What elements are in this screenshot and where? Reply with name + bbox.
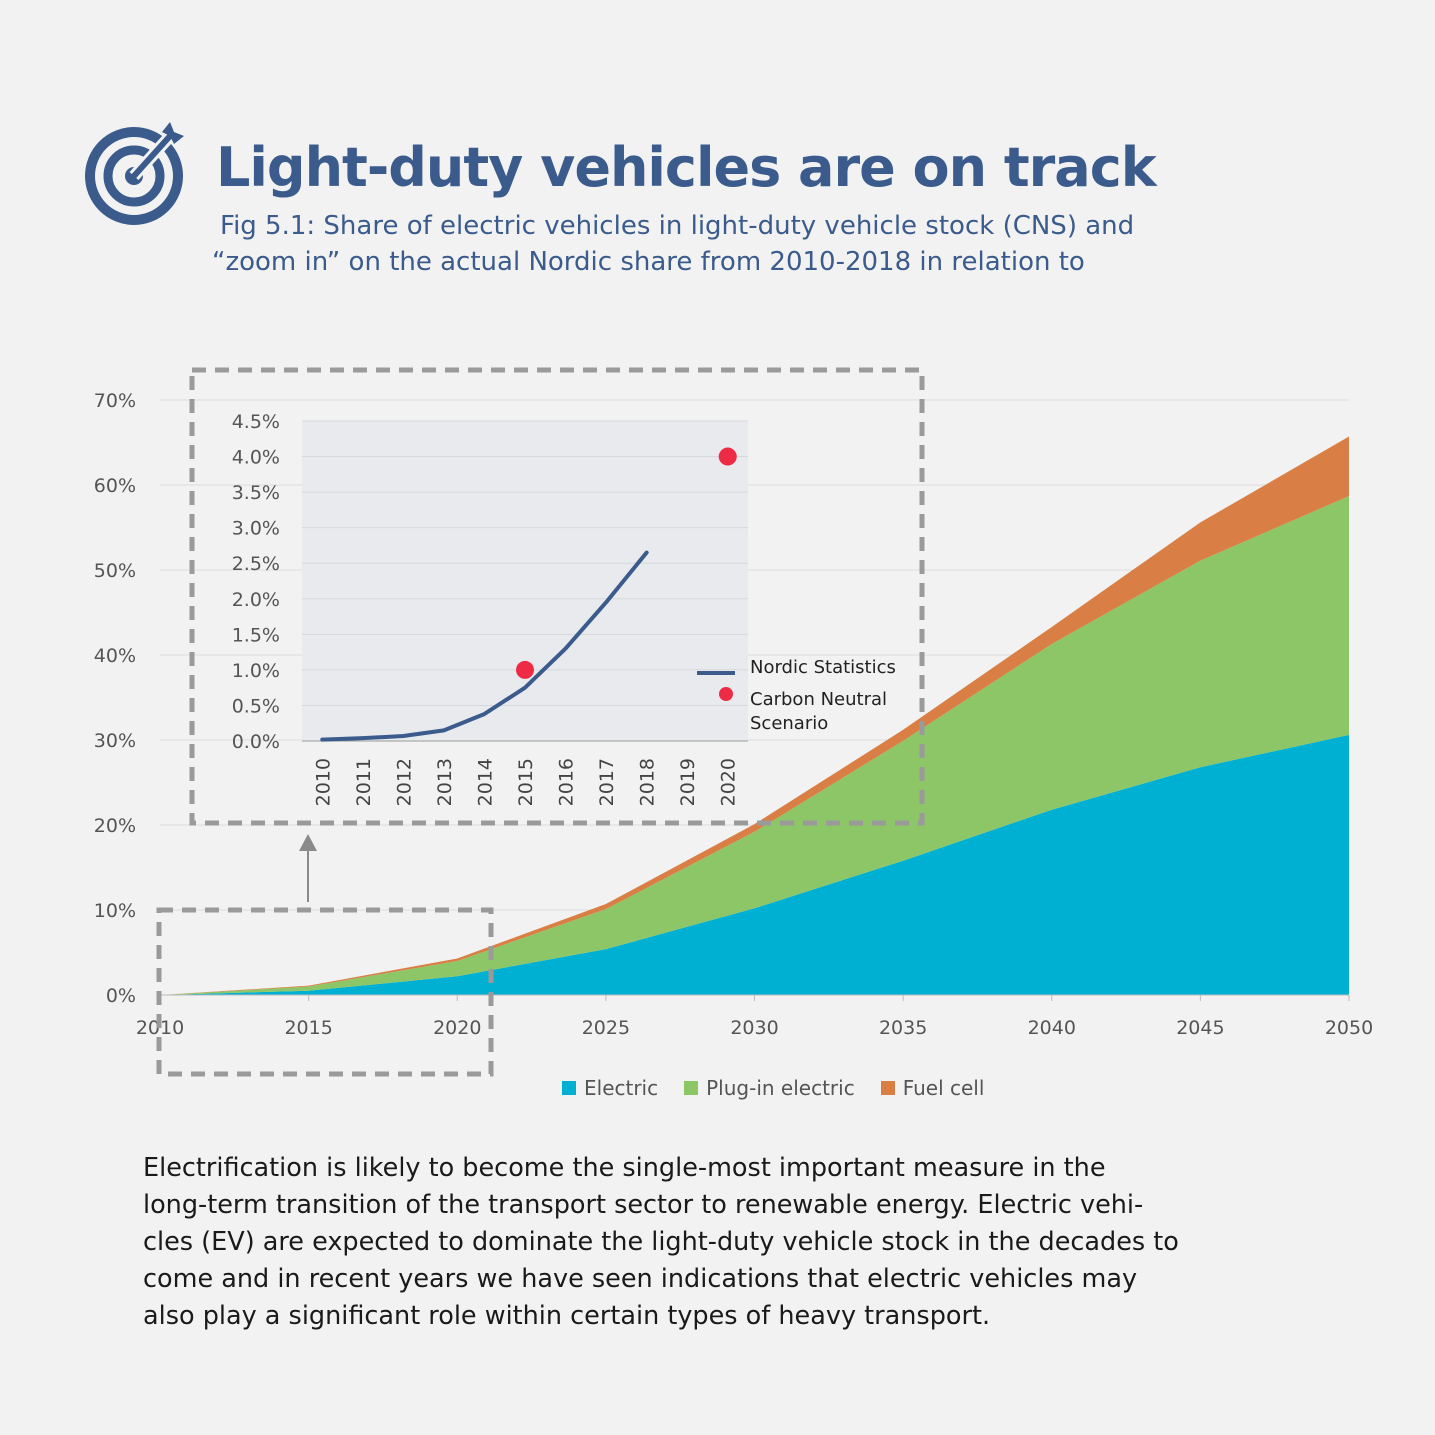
legend-label-cns-1: Carbon Neutral bbox=[750, 689, 887, 710]
main-y-tick-label: 50% bbox=[94, 560, 136, 582]
zoom-arrow-head bbox=[299, 834, 317, 851]
cns-point bbox=[718, 447, 737, 466]
main-x-axis: 2010 2015 2020 2025 2030 2035 2040 2045 2050 bbox=[136, 994, 1373, 1039]
main-x-tick-label: 2050 bbox=[1325, 1017, 1373, 1039]
inset-y-tick-label: 1.0% bbox=[232, 660, 280, 682]
main-legend: Electric Plug-in electric Fuel cell bbox=[562, 1076, 984, 1100]
body-line: Electrification is likely to become the … bbox=[143, 1153, 1106, 1183]
main-y-tick-label: 20% bbox=[94, 815, 136, 837]
inset-x-tick-label: 2010 bbox=[312, 758, 334, 806]
inset-x-tick-label: 2019 bbox=[677, 758, 699, 806]
body-line: cles (EV) are expected to dominate the l… bbox=[143, 1227, 1179, 1257]
body-line: long-term transition of the transport se… bbox=[143, 1190, 1144, 1220]
legend-item-fuelcell: Fuel cell bbox=[880, 1076, 985, 1100]
area-plug-in-electric bbox=[160, 496, 1349, 995]
inset-y-tick-label: 2.5% bbox=[232, 553, 280, 575]
main-x-tick-label: 2030 bbox=[730, 1017, 778, 1039]
inset-y-axis: 0.0% 0.5% 1.0% 1.5% 2.0% 2.5% 3.0% 3.5% 4.0% 4.5% bbox=[232, 411, 280, 753]
inset-x-tick-label: 2017 bbox=[596, 758, 618, 806]
main-x-tick-label: 2025 bbox=[582, 1017, 630, 1039]
inset-x-tick-label: 2011 bbox=[353, 758, 375, 806]
main-stacked-areas bbox=[160, 436, 1349, 995]
legend-swatch-fuelcell bbox=[880, 1081, 895, 1095]
inset-y-tick-label: 2.0% bbox=[232, 589, 280, 611]
inset-chart: 0.0% 0.5% 1.0% 1.5% 2.0% 2.5% 3.0% 3.5% 4.0% 4.5%… bbox=[232, 411, 896, 806]
inset-y-tick-label: 0.0% bbox=[232, 731, 280, 753]
figure-caption: Fig 5.1: Share of electric vehicles in l… bbox=[212, 208, 1312, 280]
body-line: come and in recent years we have seen in… bbox=[143, 1264, 1138, 1294]
target-arrow-icon bbox=[85, 122, 184, 225]
inset-x-tick-label: 2020 bbox=[718, 758, 740, 806]
zoom-callout bbox=[156, 367, 925, 1077]
main-y-tick-label: 40% bbox=[94, 645, 136, 667]
inset-x-tick-label: 2016 bbox=[556, 758, 578, 806]
main-y-tick-label: 10% bbox=[94, 900, 136, 922]
main-y-tick-label: 60% bbox=[94, 475, 136, 497]
page-title: Light-duty vehicles are on track bbox=[216, 136, 1157, 199]
inset-x-tick-label: 2015 bbox=[515, 758, 537, 806]
legend-label-fuelcell: Fuel cell bbox=[902, 1076, 985, 1100]
inset-y-tick-label: 3.5% bbox=[232, 482, 280, 504]
inset-x-tick-label: 2013 bbox=[434, 758, 456, 806]
cns-point bbox=[516, 660, 534, 679]
main-x-tick-label: 2035 bbox=[879, 1017, 927, 1039]
inset-x-tick-label: 2018 bbox=[637, 758, 659, 806]
inset-x-axis: 2010 2011 2012 2013 2014 2015 2016 2017 2018 2019… bbox=[302, 740, 748, 806]
main-x-tick-label: 2020 bbox=[433, 1017, 481, 1039]
inset-legend: Nordic Statistics Carbon Neutral Scenario bbox=[697, 657, 896, 734]
inset-y-tick-label: 4.0% bbox=[232, 447, 280, 469]
inset-series bbox=[320, 447, 737, 742]
inset-x-tick-label: 2014 bbox=[474, 758, 496, 806]
zoom-target-box bbox=[189, 367, 925, 826]
zoom-source-box bbox=[156, 907, 494, 1077]
caption-line-1: Fig 5.1: Share of electric vehicles in l… bbox=[220, 211, 1135, 241]
caption-line-2: “zoom in” on the actual Nordic share fro… bbox=[212, 247, 1085, 277]
legend-label-plugin: Plug-in electric bbox=[706, 1076, 855, 1100]
legend-swatch-plugin bbox=[684, 1081, 699, 1095]
main-y-tick-label: 30% bbox=[94, 730, 136, 752]
inset-x-tick-label: 2012 bbox=[393, 758, 415, 806]
inset-y-tick-label: 4.5% bbox=[232, 411, 280, 433]
main-y-axis: 0% 10% 20% 30% 40% 50% 60% 70% bbox=[94, 390, 136, 1007]
legend-item-electric: Electric bbox=[562, 1076, 658, 1100]
nordic-statistics-line bbox=[320, 550, 649, 742]
main-x-tick-label: 2040 bbox=[1028, 1017, 1076, 1039]
legend-item-plugin: Plug-in electric bbox=[684, 1076, 855, 1100]
legend-swatch-cns bbox=[719, 687, 733, 701]
main-x-tick-label: 2045 bbox=[1176, 1017, 1224, 1039]
inset-y-tick-label: 3.0% bbox=[232, 518, 280, 540]
legend-label-cns-2: Scenario bbox=[750, 713, 828, 734]
legend-label-nordic: Nordic Statistics bbox=[750, 657, 896, 678]
body-line: also play a significant role within cert… bbox=[143, 1301, 991, 1331]
inset-y-tick-label: 0.5% bbox=[232, 695, 280, 717]
main-y-tick-label: 0% bbox=[106, 985, 136, 1007]
inset-y-tick-label: 1.5% bbox=[232, 624, 280, 646]
main-x-tick-label: 2015 bbox=[284, 1017, 332, 1039]
inset-plot-area bbox=[302, 421, 748, 741]
legend-swatch-electric bbox=[562, 1081, 576, 1095]
legend-label-electric: Electric bbox=[584, 1076, 659, 1100]
main-y-tick-label: 70% bbox=[94, 390, 136, 412]
body-paragraph: Electrification is likely to become the … bbox=[143, 1150, 1358, 1335]
area-electric bbox=[160, 734, 1349, 995]
